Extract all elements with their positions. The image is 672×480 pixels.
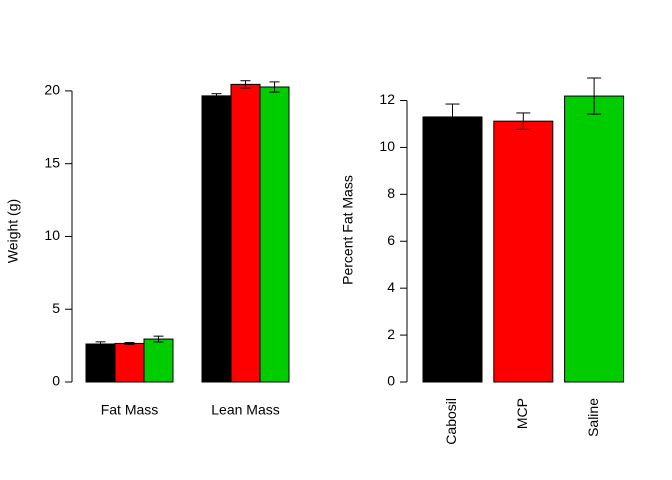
bar [201, 95, 232, 383]
y-tick-label: 4 [387, 279, 395, 295]
error-bar [445, 103, 460, 131]
y-tick-label: 5 [52, 300, 60, 316]
error-bar [587, 77, 602, 115]
y-tick-label: 6 [387, 232, 395, 248]
y-axis-label: Percent Fat Mass [340, 175, 356, 285]
y-tick-label: 2 [387, 326, 395, 342]
x-tick-label: Cabosil [443, 398, 459, 445]
error-bar [95, 341, 106, 347]
error-bar [240, 80, 251, 89]
bar [259, 86, 290, 383]
bar [564, 95, 625, 383]
bar [230, 83, 261, 383]
y-tick-label: 20 [44, 82, 60, 98]
bar [422, 116, 483, 383]
x-tick-label: Fat Mass [101, 402, 159, 418]
y-tick-label: 10 [44, 227, 60, 243]
y-axis-label: Weight (g) [5, 199, 21, 263]
y-tick-label: 10 [379, 138, 395, 154]
y-tick-label: 0 [387, 373, 395, 389]
error-bar [211, 93, 222, 99]
y-tick-label: 0 [52, 373, 60, 389]
bar [114, 342, 145, 383]
bar [493, 120, 554, 383]
x-tick-label: MCP [514, 398, 530, 429]
y-tick-label: 12 [379, 91, 395, 107]
error-bar [153, 335, 164, 343]
y-tick-label: 8 [387, 185, 395, 201]
error-bar [269, 81, 280, 93]
bar [85, 343, 116, 383]
x-tick-label: Saline [585, 398, 601, 437]
error-bar [124, 342, 135, 345]
x-tick-label: Lean Mass [211, 402, 279, 418]
y-tick-label: 15 [44, 154, 60, 170]
error-bar [516, 112, 531, 130]
bar [143, 338, 174, 383]
